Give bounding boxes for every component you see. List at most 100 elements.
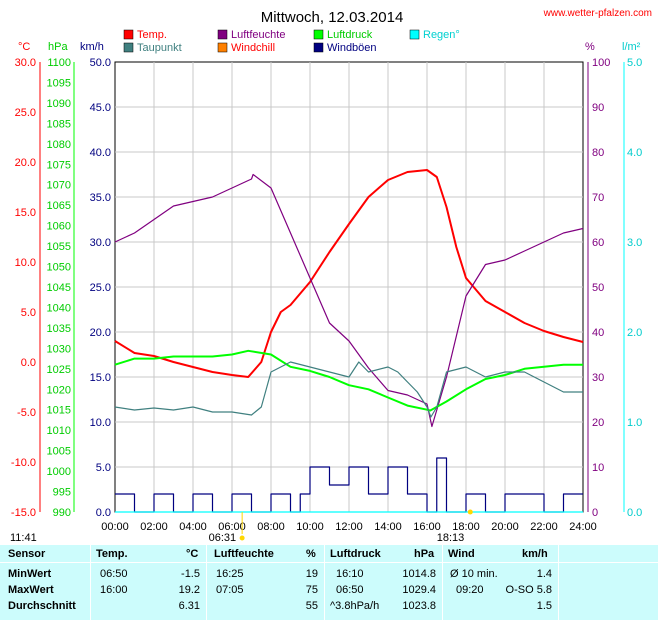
pressure-tick-label: 1055 [47,241,71,253]
weather-chart: Mittwoch, 12.03.2014 www.wetter-pfalzen.… [10,8,652,544]
cell-hum: 75 [305,584,318,596]
chart-title: Mittwoch, 12.03.2014 [261,9,404,26]
cell-temp: 6.31 [178,600,200,612]
legend-label-windchill: Windchill [231,42,275,54]
legend-swatch-windb-en [313,42,324,53]
header-temp-unit: °C [186,548,199,560]
humidity-tick-label: 90 [592,102,604,114]
cell-press: 1014.8 [402,568,436,580]
humidity-tick-label: 20 [592,417,604,429]
pressure-tick-label: 1050 [47,262,71,274]
pressure-tick-label: 1070 [47,180,71,192]
grid [115,62,583,512]
x-tick-label: 04:00 [179,521,207,533]
temp-tick-label: 15.0 [15,207,36,219]
legend-swatch-taupunkt [123,42,134,53]
pressure-tick-label: 1035 [47,323,71,335]
header-wind: Wind [448,548,475,560]
x-tick-label: 14:00 [374,521,402,533]
column-divider [206,545,207,620]
pressure-tick-label: 1090 [47,98,71,110]
humidity-tick-label: 70 [592,192,604,204]
legend-label-temp: Temp. [137,29,167,41]
legend: Temp. Luftfeuchte Luftdruck Regen° Taupunkt W… [123,29,460,54]
x-tick-label: 16:00 [413,521,441,533]
wind-tick-label: 25.0 [90,282,111,294]
header-pressure: Luftdruck [330,548,381,560]
temp-tick-label: 30.0 [15,57,36,69]
cell-temp-time: 16:00 [100,584,128,596]
humidity-tick-label: 60 [592,237,604,249]
cell-hum: 55 [305,600,318,612]
humidity-tick-label: 30 [592,372,604,384]
header-wind-unit: km/h [522,548,548,560]
x-tick-label: 18:00 [452,521,480,533]
pressure-tick-label: 1060 [47,221,71,233]
wind-tick-label: 10.0 [90,417,111,429]
temp-tick-label: 0.0 [21,357,36,369]
temp-tick-label: 5.0 [21,307,36,319]
pressure-tick-label: 1020 [47,384,71,396]
humidity-tick-label: 50 [592,282,604,294]
pressure-tick-label: 1015 [47,405,71,417]
cell-wind-time: 09:20 [456,584,484,596]
wind-tick-label: 5.0 [96,462,111,474]
series-luftdruck [114,349,583,412]
temp-tick-label: -5.0 [17,407,36,419]
legend-label-luftdruck: Luftdruck [327,29,373,41]
rain-tick-label: 3.0 [627,237,642,249]
pressure-tick-label: 1065 [47,200,71,212]
temp-tick-label: 10.0 [15,257,36,269]
pressure-tick-label: 1040 [47,302,71,314]
wind-tick-label: 50.0 [90,57,111,69]
cell-temp: -1.5 [181,568,200,580]
x-tick-label: 02:00 [140,521,168,533]
header-temp: Temp. [96,548,128,560]
x-tick-label: 24:00 [569,521,597,533]
sunrise-icon [239,535,245,541]
cell-press-time: 06:50 [336,584,364,596]
sunset-icon [467,509,473,515]
wind-tick-label: 45.0 [90,102,111,114]
pressure-tick-label: 990 [53,507,71,519]
pressure-unit-label: hPa [48,41,68,53]
wind-tick-label: 20.0 [90,327,111,339]
series-luftfeuchte [114,173,584,428]
cell-hum-time: 16:25 [216,568,244,580]
humidity-tick-label: 10 [592,462,604,474]
pressure-tick-label: 1005 [47,446,71,458]
rain-tick-label: 4.0 [627,147,642,159]
temp-tick-label: -10.0 [11,457,36,469]
humidity-tick-label: 40 [592,327,604,339]
cell-press: 1023.8 [402,600,436,612]
pressure-tick-label: 1025 [47,364,71,376]
cell-press: 1029.4 [402,584,436,596]
wind-tick-label: 35.0 [90,192,111,204]
x-tick-label: 20:00 [491,521,519,533]
rain-tick-label: 0.0 [627,507,642,519]
legend-label-taupunkt: Taupunkt [137,42,182,54]
cell-press-time: 16:10 [336,568,364,580]
axis-unit-labels: °C hPa km/h % l/m² [18,41,641,53]
cell-temp-time: 06:50 [100,568,128,580]
column-divider [442,545,443,620]
header-pressure-unit: hPa [414,548,435,560]
site-link[interactable]: www.wetter-pfalzen.com [543,8,652,19]
cell-wind: O-SO 5.8 [505,584,552,596]
wind-tick-label: 15.0 [90,372,111,384]
moon-icon [42,536,48,539]
temp-unit-label: °C [18,41,30,53]
legend-swatch-regen [409,29,420,40]
rain-unit-label: l/m² [622,41,641,53]
cell-wind: 1.5 [536,600,552,612]
pressure-tick-label: 1095 [47,77,71,89]
x-tick-label: 08:00 [257,521,285,533]
rain-tick-label: 5.0 [627,57,642,69]
legend-swatch-luftdruck [313,29,324,40]
x-tick-label: 22:00 [530,521,558,533]
cell-press-trend: ^3.8hPa/h [330,600,380,612]
cell-temp: 19.2 [178,584,200,596]
moon-time: 11:41 [10,532,37,544]
rain-tick-label: 2.0 [627,327,642,339]
stats-table: Sensor Temp. °C Luftfeuchte % Luftdruck … [0,545,658,620]
